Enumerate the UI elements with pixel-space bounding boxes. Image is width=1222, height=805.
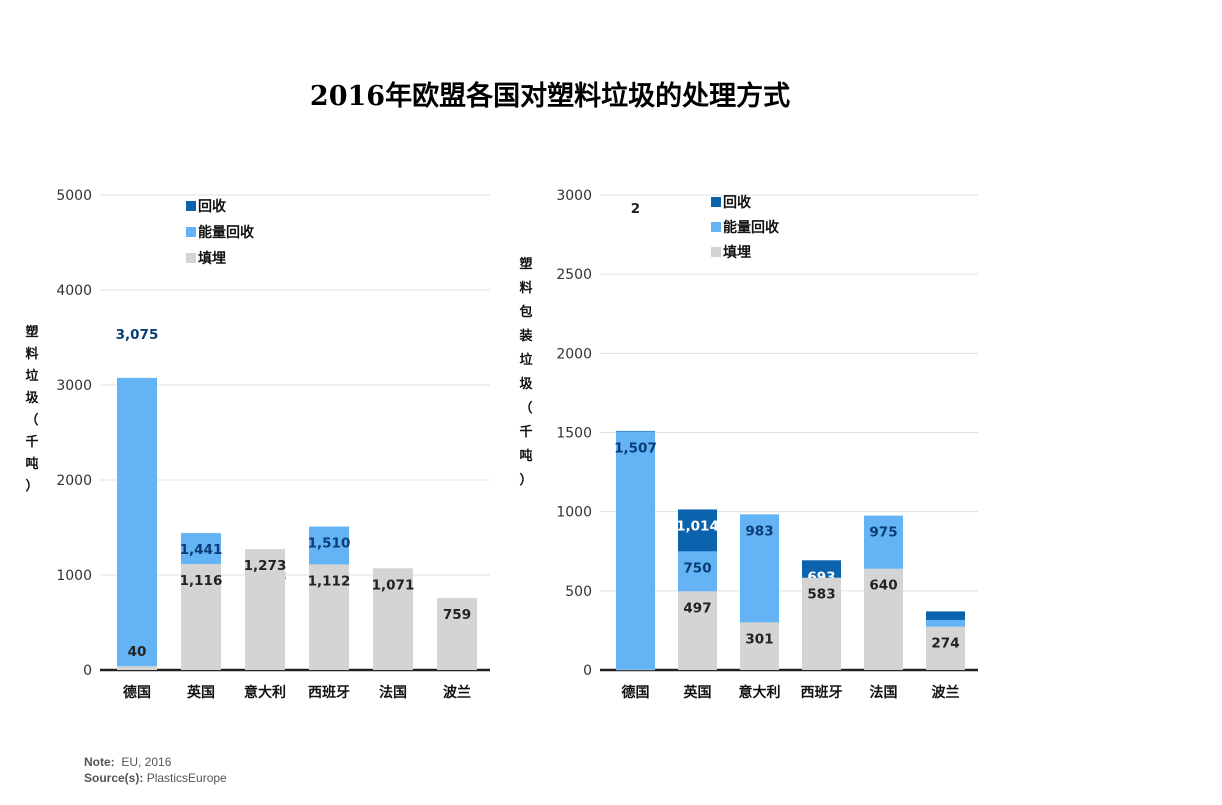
right-legend-swatch — [711, 197, 721, 207]
right-ytick-label: 500 — [565, 584, 592, 600]
left-ytick-label: 0 — [83, 663, 92, 679]
right-bar-energy — [616, 431, 655, 670]
right-ytick-label: 1500 — [556, 426, 592, 442]
right-y-axis-label: 垃 — [519, 352, 532, 368]
left-data-label: 759 — [443, 607, 471, 623]
left-ytick-label: 2000 — [56, 473, 92, 489]
left-category-label: 波兰 — [443, 684, 471, 701]
left-category-label: 德国 — [123, 684, 151, 701]
right-data-label: 975 — [869, 525, 897, 541]
right-y-axis-label: 塑 — [519, 256, 532, 272]
left-legend-swatch — [186, 201, 196, 211]
left-ytick-label: 3000 — [56, 378, 92, 394]
left-ytick-label: 1000 — [56, 568, 92, 584]
left-data-label: 1,071 — [372, 577, 415, 593]
page-title: 2016年欧盟各国对塑料垃圾的处理方式 — [309, 81, 791, 112]
right-category-label: 西班牙 — [801, 684, 843, 701]
left-category-label: 意大利 — [244, 684, 286, 701]
right-ytick-label: 1000 — [556, 505, 592, 521]
right-ytick-label: 2000 — [556, 346, 592, 362]
left-legend-swatch — [186, 227, 196, 237]
left-ytick-label: 4000 — [56, 283, 92, 299]
right-category-label: 法国 — [870, 684, 898, 701]
left-bar-landfill — [309, 564, 349, 670]
right-y-axis-label: 料 — [519, 280, 532, 296]
right-ytick-label: 3000 — [556, 188, 592, 204]
right-data-label: 1,014 — [676, 518, 719, 534]
source-label: Source(s): — [84, 771, 144, 785]
note-label: Note: — [84, 755, 115, 769]
right-data-label: 274 — [931, 636, 959, 652]
right-y-axis-label: ） — [519, 472, 532, 488]
left-bar-energy — [117, 377, 157, 670]
left-category-label: 西班牙 — [308, 684, 350, 701]
right-legend-label: 回收 — [723, 194, 752, 211]
right-y-axis-label: 吨 — [519, 448, 532, 464]
right-legend-label: 能量回收 — [723, 219, 780, 236]
left-data-label: 1,273 — [244, 558, 287, 574]
left-bar-landfill — [245, 549, 285, 670]
note-value: EU, 2016 — [121, 755, 172, 769]
right-bar-landfill — [926, 626, 965, 670]
right-legend-swatch — [711, 222, 721, 232]
left-legend-label: 填埋 — [198, 250, 226, 267]
left-data-label: 1,112 — [308, 573, 351, 589]
left-data-label: 1,116 — [180, 573, 223, 589]
left-y-axis-label: 垃 — [25, 368, 38, 384]
right-category-label: 德国 — [622, 684, 650, 701]
right-data-label: 2 — [631, 201, 640, 217]
right-data-label: 750 — [683, 560, 711, 576]
right-data-label: 497 — [683, 600, 711, 616]
left-y-axis-label: 千 — [25, 434, 38, 450]
left-category-label: 法国 — [379, 684, 407, 701]
right-ytick-label: 0 — [583, 663, 592, 679]
right-y-axis-label: （ — [519, 400, 532, 416]
left-ytick-label: 5000 — [56, 188, 92, 204]
right-category-label: 英国 — [683, 684, 712, 701]
left-data-label: 40 — [128, 644, 147, 660]
source-note: Note: EU, 2016 Source(s): PlasticsEurope — [84, 754, 227, 786]
right-y-axis-label: 千 — [519, 424, 532, 440]
left-category-label: 英国 — [186, 684, 215, 701]
left-y-axis-label: 料 — [25, 346, 38, 362]
left-data-label: 1,441 — [180, 542, 223, 558]
right-ytick-label: 2500 — [556, 267, 592, 283]
right-category-label: 意大利 — [739, 684, 781, 701]
left-bar-landfill — [373, 568, 413, 670]
left-bar-landfill — [117, 666, 157, 670]
right-bar-landfill — [740, 622, 779, 670]
right-legend-label: 填埋 — [723, 244, 751, 261]
left-legend-swatch — [186, 253, 196, 263]
right-y-axis-label: 装 — [518, 328, 532, 344]
right-data-label: 640 — [869, 578, 897, 594]
left-legend-label: 回收 — [198, 198, 227, 215]
left-legend-label: 能量回收 — [198, 224, 255, 241]
left-y-axis-label: 吨 — [25, 456, 38, 472]
left-bar-landfill — [181, 563, 221, 670]
left-y-axis-label: （ — [25, 412, 38, 428]
right-data-label: 583 — [807, 587, 835, 603]
right-bar-landfill — [864, 568, 903, 670]
right-legend-swatch — [711, 247, 721, 257]
right-bar-landfill — [678, 591, 717, 670]
right-bar-landfill — [802, 577, 841, 670]
right-category-label: 波兰 — [932, 684, 960, 701]
left-bar-landfill — [437, 597, 477, 670]
right-bar-landfill — [616, 669, 655, 671]
right-data-label: 983 — [745, 523, 773, 539]
left-data-label: 3,075 — [116, 327, 159, 343]
right-data-label: 301 — [745, 631, 773, 647]
right-y-axis-label: 圾 — [519, 376, 533, 392]
left-data-label: 1,510 — [308, 536, 351, 552]
right-data-label: 1,507 — [614, 440, 657, 456]
left-y-axis-label: 塑 — [25, 324, 38, 340]
left-y-axis-label: ） — [25, 478, 38, 494]
source-value: PlasticsEurope — [146, 771, 227, 785]
right-y-axis-label: 包 — [519, 304, 532, 320]
left-y-axis-label: 圾 — [25, 390, 39, 406]
